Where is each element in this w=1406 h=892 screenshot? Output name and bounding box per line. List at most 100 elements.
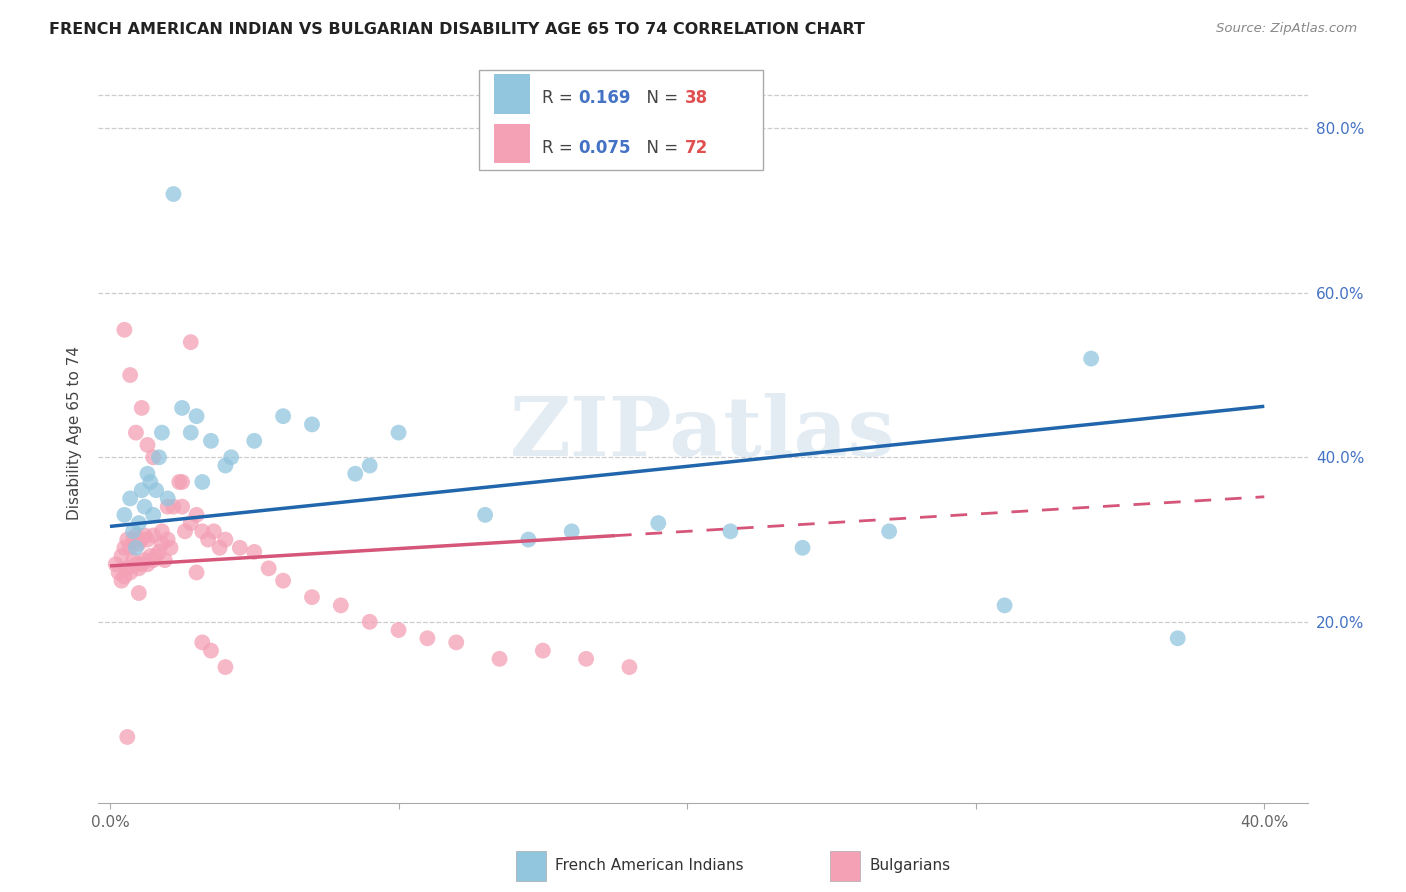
Point xyxy=(150,524,173,539)
Text: Source: ZipAtlas.com: Source: ZipAtlas.com xyxy=(1216,22,1357,36)
Point xyxy=(387,425,409,440)
Text: Bulgarians: Bulgarians xyxy=(870,858,950,873)
Point xyxy=(148,545,170,559)
Point xyxy=(271,574,294,588)
FancyBboxPatch shape xyxy=(830,851,860,880)
Point xyxy=(191,475,214,489)
Point xyxy=(120,368,142,382)
Point xyxy=(359,615,381,629)
Point xyxy=(120,541,142,555)
Point xyxy=(172,500,194,514)
Point xyxy=(993,599,1015,613)
Point xyxy=(122,533,145,547)
Point xyxy=(153,553,176,567)
Point xyxy=(172,475,194,489)
Point xyxy=(200,643,222,657)
Point xyxy=(145,549,167,563)
Point xyxy=(561,524,583,539)
Text: 0.075: 0.075 xyxy=(578,139,631,157)
Point xyxy=(387,623,409,637)
Point xyxy=(142,450,165,465)
Point xyxy=(131,558,153,572)
Point xyxy=(446,635,468,649)
Point xyxy=(139,549,162,563)
Point xyxy=(191,635,214,649)
Point xyxy=(191,524,214,539)
Point xyxy=(134,553,156,567)
FancyBboxPatch shape xyxy=(479,70,763,169)
Point xyxy=(136,533,159,547)
Point xyxy=(647,516,669,530)
Point xyxy=(214,458,236,473)
Point xyxy=(619,660,641,674)
Point xyxy=(219,450,242,465)
Point xyxy=(1167,632,1189,646)
Point xyxy=(134,500,156,514)
Text: ZIPatlas: ZIPatlas xyxy=(510,392,896,473)
Point xyxy=(877,524,900,539)
Text: FRENCH AMERICAN INDIAN VS BULGARIAN DISABILITY AGE 65 TO 74 CORRELATION CHART: FRENCH AMERICAN INDIAN VS BULGARIAN DISA… xyxy=(49,22,865,37)
Point xyxy=(136,558,159,572)
Point xyxy=(200,434,222,448)
Point xyxy=(156,500,179,514)
Point xyxy=(136,438,159,452)
Point xyxy=(172,401,194,415)
Text: R =: R = xyxy=(543,139,578,157)
Point xyxy=(180,516,202,530)
Text: 72: 72 xyxy=(685,139,709,157)
Point xyxy=(416,632,439,646)
FancyBboxPatch shape xyxy=(494,124,530,163)
Point xyxy=(488,652,510,666)
Point xyxy=(131,533,153,547)
Point xyxy=(117,533,139,547)
Text: R =: R = xyxy=(543,89,578,107)
Point xyxy=(162,500,184,514)
Point xyxy=(125,541,148,555)
Point xyxy=(159,541,181,555)
Point xyxy=(301,417,323,432)
Point xyxy=(243,434,266,448)
Point xyxy=(575,652,598,666)
Point xyxy=(186,566,208,580)
Point xyxy=(243,545,266,559)
Text: 38: 38 xyxy=(685,89,709,107)
Text: French American Indians: French American Indians xyxy=(555,858,744,873)
Point xyxy=(112,541,135,555)
Text: 0.169: 0.169 xyxy=(578,89,631,107)
Point xyxy=(214,660,236,674)
Point xyxy=(117,561,139,575)
Point xyxy=(142,528,165,542)
Text: N =: N = xyxy=(637,139,683,157)
Point xyxy=(139,475,162,489)
Point xyxy=(125,528,148,542)
Point xyxy=(359,458,381,473)
Point xyxy=(186,508,208,522)
Point xyxy=(156,491,179,506)
Point xyxy=(186,409,208,424)
Point xyxy=(271,409,294,424)
Point xyxy=(122,553,145,567)
Point xyxy=(122,524,145,539)
Point xyxy=(120,491,142,506)
Point xyxy=(128,516,150,530)
Point xyxy=(128,586,150,600)
Point xyxy=(156,533,179,547)
Point xyxy=(136,467,159,481)
Point xyxy=(120,566,142,580)
Point xyxy=(1080,351,1102,366)
Point xyxy=(134,528,156,542)
Point xyxy=(517,533,540,547)
FancyBboxPatch shape xyxy=(516,851,546,880)
Point xyxy=(112,508,135,522)
Point xyxy=(110,574,132,588)
Point xyxy=(180,425,202,440)
Point xyxy=(107,566,129,580)
Y-axis label: Disability Age 65 to 74: Disability Age 65 to 74 xyxy=(67,345,83,520)
Point xyxy=(167,475,190,489)
Point xyxy=(131,401,153,415)
Point xyxy=(131,483,153,498)
Point xyxy=(257,561,280,575)
Point xyxy=(128,536,150,550)
Point xyxy=(329,599,352,613)
Point xyxy=(112,323,135,337)
